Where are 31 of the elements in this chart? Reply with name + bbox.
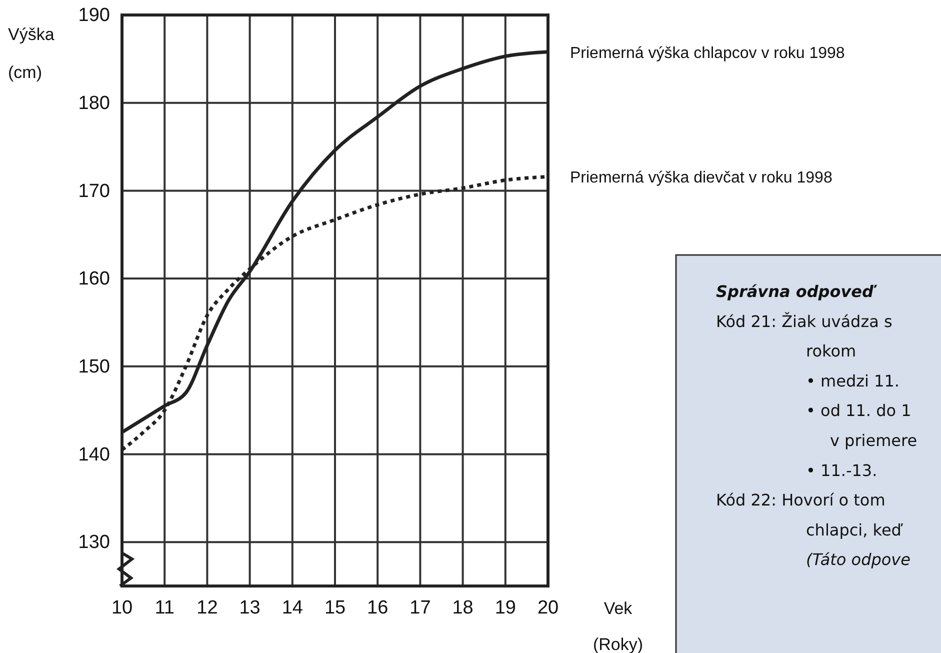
text: rokom (806, 342, 856, 361)
x-tick-label: 11 (154, 597, 174, 618)
x-tick-label: 17 (410, 597, 431, 618)
text: • 11.-13. (806, 460, 878, 480)
x-tick-label: 18 (452, 597, 474, 618)
y-tick-label: 150 (78, 356, 110, 378)
x-tick-label: 13 (239, 597, 260, 618)
x-tick-label: 16 (367, 597, 388, 618)
x-tick-label: 15 (324, 597, 346, 618)
x-tick-label: 10 (111, 597, 133, 618)
y-tick-label: 190 (78, 5, 110, 26)
y-tick-label: 130 (78, 532, 110, 554)
text: • od 11. do 1 (806, 401, 912, 420)
series-label: Priemerná výška dievčat v roku 1998 (570, 170, 832, 187)
text: Kód 22: Hovorí o tom (716, 490, 886, 510)
text: v priemere (830, 431, 918, 450)
y-tick-label: 160 (78, 268, 110, 290)
text: chlapci, keď (806, 520, 904, 540)
x-tick-label: 19 (494, 597, 516, 618)
text: • medzi 11. (806, 371, 900, 390)
y-tick-label: 180 (78, 92, 110, 114)
series-label: Priemerná výška chlapcov v roku 1998 (570, 44, 845, 62)
y-tick-label: 140 (78, 444, 110, 466)
y-axis-title: Výška (cm) (8, 25, 55, 82)
x-tick-label: 12 (196, 597, 218, 618)
x-tick-label: 20 (537, 597, 559, 618)
text: Kód 21: Žiak uvádza s (716, 312, 892, 331)
text: (Táto odpove (806, 550, 911, 570)
text: Správna odpoveď (716, 282, 878, 301)
x-tick-label: 14 (282, 597, 304, 618)
y-tick-label: 170 (78, 180, 110, 202)
